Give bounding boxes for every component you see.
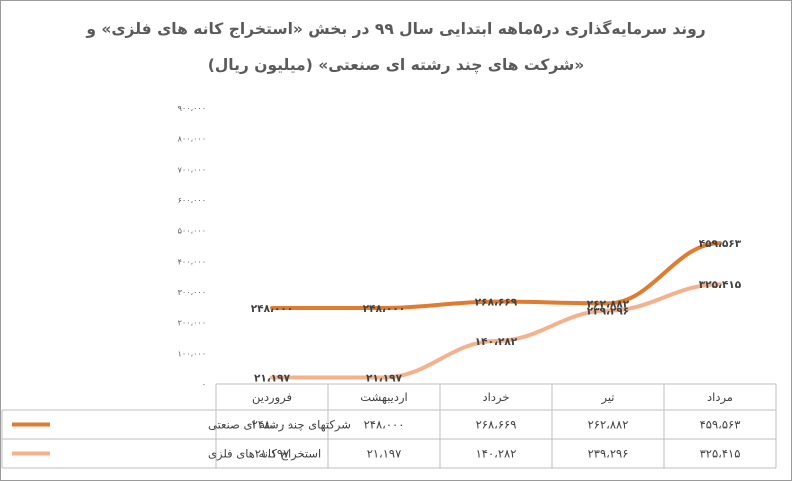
data-label: ۲۱،۱۹۷ bbox=[254, 372, 291, 384]
category-label: مرداد bbox=[707, 390, 733, 405]
y-tick-label: ۹۰۰،۰۰۰ bbox=[178, 104, 206, 113]
y-tick-label: ۵۰۰،۰۰۰ bbox=[178, 227, 206, 236]
category-label: تیر bbox=[600, 390, 614, 405]
series-line bbox=[270, 282, 722, 380]
legend-series-name: استخراج کانه های فلزی bbox=[208, 447, 321, 462]
data-label: ۴۵۹،۵۶۳ bbox=[699, 238, 742, 250]
data-label: ۲۶۸،۶۶۹ bbox=[475, 297, 518, 309]
table-cell: ۲۴۸،۰۰۰ bbox=[364, 418, 405, 432]
category-label: فروردین bbox=[252, 390, 292, 405]
chart-title-line-1: روند سرمایه‌گذاری در۵ماهه ابتدایی سال ۹۹… bbox=[86, 20, 706, 38]
y-tick-label: ۷۰۰،۰۰۰ bbox=[178, 165, 206, 174]
y-tick-label: ۳۰۰،۰۰۰ bbox=[178, 288, 206, 297]
table-cell: ۲۱،۱۹۷ bbox=[367, 447, 402, 461]
table-cell: ۲۴۸،۰۰۰ bbox=[252, 418, 293, 432]
table-cell: ۲۱،۱۹۷ bbox=[255, 447, 290, 461]
table-cell: ۲۳۹،۲۹۶ bbox=[588, 447, 629, 461]
category-label: اردیبهشت bbox=[360, 390, 407, 405]
y-tick-label: ۴۰۰،۰۰۰ bbox=[178, 257, 206, 266]
chart-title-line-2: «شرکت های چند رشته ای صنعتی» (میلیون ریا… bbox=[207, 56, 585, 74]
series-line bbox=[270, 241, 722, 310]
data-label: ۲۳۹،۲۹۶ bbox=[587, 306, 629, 318]
y-tick-label: ۲۰۰،۰۰۰ bbox=[178, 319, 206, 328]
data-label: ۱۴۰،۲۸۲ bbox=[475, 336, 518, 348]
y-tick-label: ۶۰۰،۰۰۰ bbox=[178, 196, 206, 205]
table-cell: ۲۶۲،۸۸۲ bbox=[588, 418, 629, 432]
table-cell: ۱۴۰،۲۸۲ bbox=[476, 447, 517, 461]
y-tick-label: ۰ bbox=[202, 380, 206, 389]
data-label: ۲۱،۱۹۷ bbox=[366, 372, 403, 384]
data-label: ۲۴۸،۰۰۰ bbox=[363, 303, 405, 315]
table-cell: ۲۶۸،۶۶۹ bbox=[476, 418, 517, 432]
y-tick-label: ۱۰۰،۰۰۰ bbox=[178, 349, 206, 358]
table-cell: ۳۲۵،۴۱۵ bbox=[700, 447, 741, 461]
y-axis: ۰ ۱۰۰،۰۰۰ ۲۰۰،۰۰۰ ۳۰۰،۰۰۰ ۴۰۰،۰۰۰ ۵۰۰،۰۰۰ ۶۰۰،… bbox=[178, 104, 206, 389]
data-labels: ۲۴۸،۰۰۰ ۲۴۸،۰۰۰ ۲۶۸،۶۶۹ ۲۶۲،۸۸۲ ۴۵۹،۵۶۳ ۲۱،۱۹… bbox=[251, 238, 742, 384]
data-label: ۲۶۲،۸۸۲ bbox=[587, 298, 630, 310]
data-table: فروردین اردیبهشت خرداد تیر مرداد شرکتهای چند … bbox=[1, 383, 777, 469]
table-cell: ۴۵۹،۵۶۳ bbox=[700, 418, 741, 432]
data-label: ۲۴۸،۰۰۰ bbox=[251, 303, 293, 315]
category-label: خرداد bbox=[483, 390, 510, 405]
series-lines bbox=[270, 241, 722, 380]
data-label: ۳۲۵،۴۱۵ bbox=[699, 279, 742, 291]
y-tick-label: ۸۰۰،۰۰۰ bbox=[178, 135, 206, 144]
legend-series-name: شرکتهای چند رشته ای صنعتی bbox=[208, 418, 351, 433]
